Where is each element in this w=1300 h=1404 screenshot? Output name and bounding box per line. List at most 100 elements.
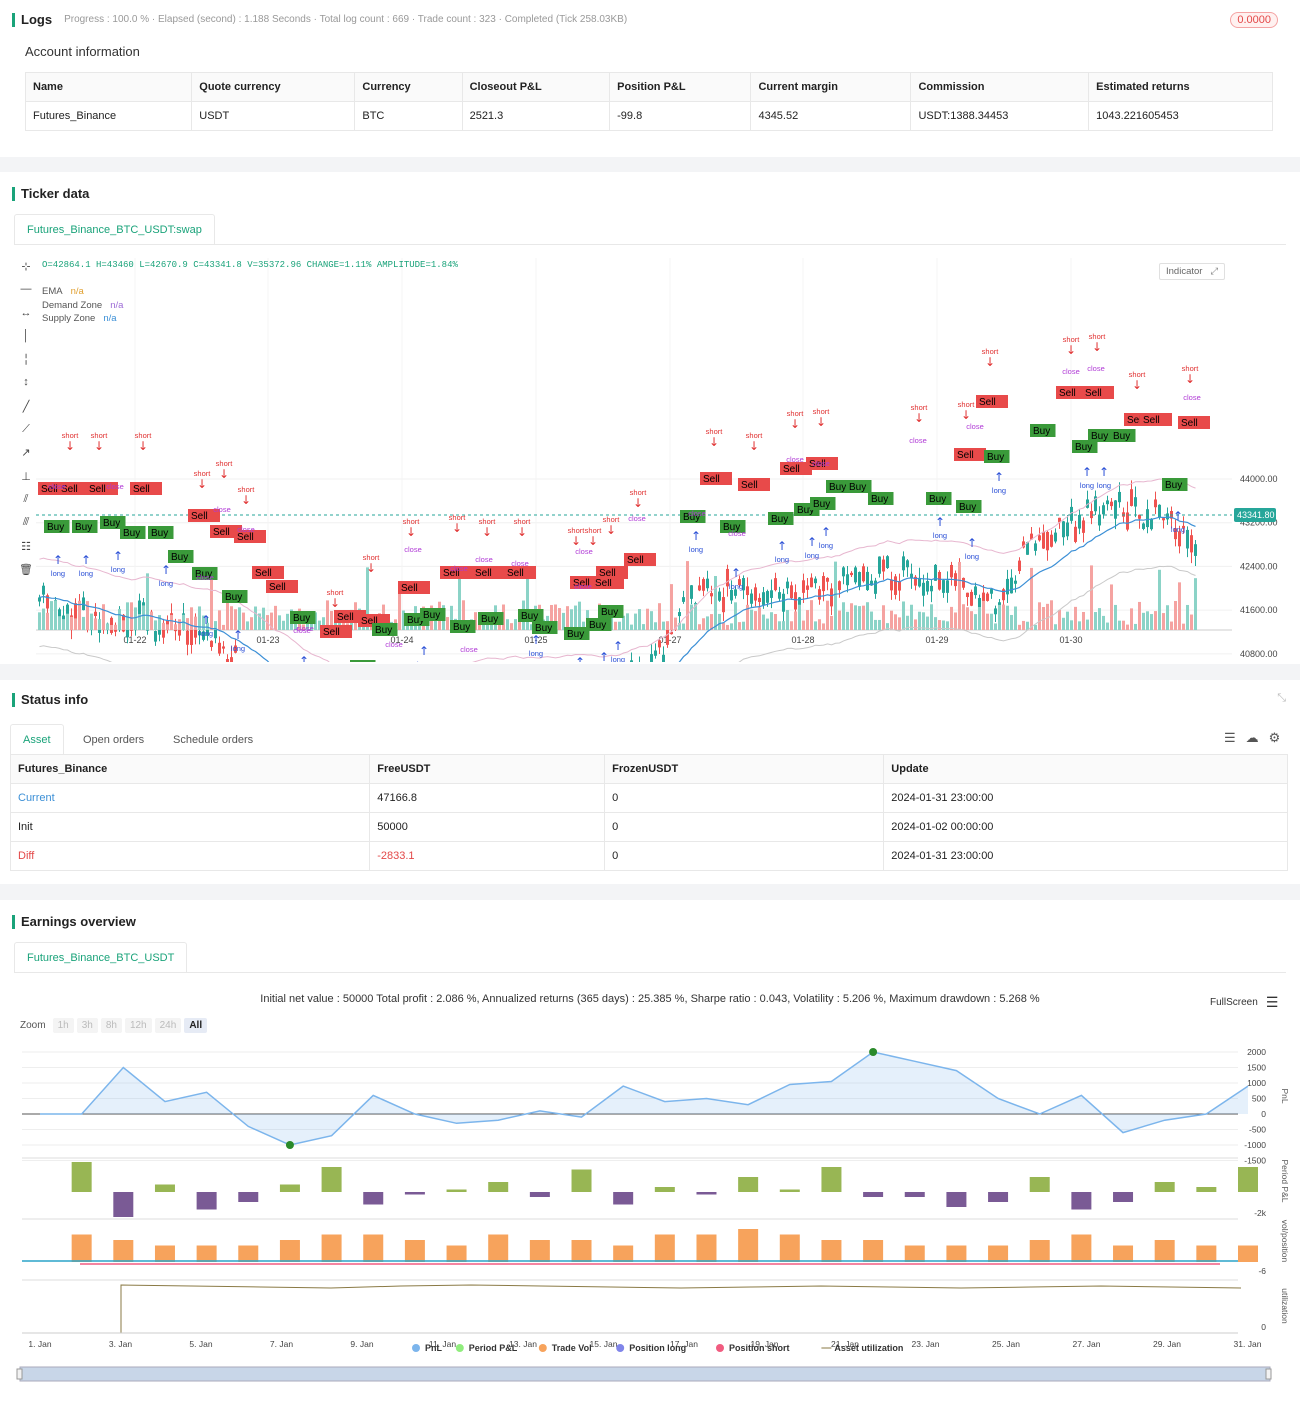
candle-body [910, 573, 913, 579]
volume-bar [654, 622, 657, 630]
zoom-option-24h[interactable]: 24h [154, 1018, 182, 1033]
navigator-range [19, 1366, 1271, 1382]
sell-signal-label: Sell [361, 616, 378, 627]
short-signal-label: short [1182, 364, 1200, 373]
volume-bar [650, 611, 653, 630]
candle-body [794, 592, 797, 610]
tab-open-orders[interactable]: Open orders [70, 724, 158, 754]
gear-icon[interactable]: ⚙ [1268, 730, 1281, 745]
candle-body [938, 571, 941, 590]
list-icon[interactable]: ☰ [1224, 730, 1236, 745]
candle-body [842, 567, 845, 577]
legend-item[interactable]: EMA n/a [42, 285, 123, 299]
period-pnl-bar [404, 1192, 425, 1195]
close-signal-label: close [812, 459, 830, 468]
trade-vol-bar [988, 1245, 1009, 1262]
earnings-chart[interactable]: 2000 1500 1000 500 0 -500 -1000 -1500 -2k -6 0 PnL P… [0, 1036, 1300, 1404]
ray-icon[interactable]: ↔ [20, 306, 32, 319]
candle-body [990, 589, 993, 594]
trend-line-icon[interactable]: ╱ [22, 400, 30, 413]
candle-body [918, 577, 921, 587]
sell-signal-label: Sell [269, 582, 286, 593]
candle-body [1062, 521, 1065, 538]
indicator-button[interactable]: Indicator ⤢ [1159, 263, 1226, 280]
zoom-option-3h[interactable]: 3h [76, 1018, 98, 1033]
volume-bar [970, 611, 973, 630]
long-signal-label: long [965, 552, 979, 561]
candlestick-chart[interactable]: 44000.00 43200.00 42400.00 41600.00 40800.00… [0, 250, 1300, 662]
period-pnl-bar [654, 1187, 675, 1192]
long-signal-label: long [1097, 481, 1111, 490]
sell-signal-label: Sell [323, 627, 340, 638]
horizontal-line-icon[interactable]: — [20, 283, 32, 296]
long-signal-arrow: ↑ [777, 539, 787, 553]
tab-earnings-symbol[interactable]: Futures_Binance_BTC_USDT [14, 942, 188, 972]
volume-bar [1022, 620, 1025, 630]
long-signal-arrow: ↑ [821, 525, 831, 539]
short-signal-label: short [91, 431, 109, 440]
period-pnl-bar [613, 1192, 634, 1205]
candle-body [62, 615, 65, 622]
tab-ticker-symbol[interactable]: Futures_Binance_BTC_USDT:swap [14, 214, 215, 244]
volume-bar [978, 606, 981, 630]
crosshair-icon[interactable]: ⊹ [21, 261, 31, 273]
menu-icon[interactable]: ☰ [1265, 994, 1279, 1010]
measure-icon[interactable]: ⊥ [21, 470, 31, 483]
trade-vol-bar [321, 1234, 342, 1262]
volume-bar [1142, 612, 1145, 630]
logs-badge[interactable]: 0.0000 [1230, 12, 1278, 28]
arrow-up-down-icon[interactable]: ↕ [23, 376, 29, 389]
tab-asset[interactable]: Asset [10, 724, 64, 754]
volume-bar [366, 567, 369, 630]
section-marker [12, 186, 15, 201]
table-row: Diff -2833.1 0 2024-01-31 23:00:00 [9, 841, 1288, 871]
sell-signal-box [592, 576, 624, 589]
tab-schedule-orders[interactable]: Schedule orders [160, 724, 267, 754]
volume-bar [1086, 619, 1089, 630]
candle-body [1074, 526, 1077, 542]
candle-body [1102, 505, 1105, 515]
trade-vol-bar [696, 1234, 717, 1262]
trash-icon[interactable]: 🗑 [19, 563, 33, 576]
zoom-option-1h[interactable]: 1h [52, 1018, 74, 1033]
zoom-option-8h[interactable]: 8h [100, 1018, 122, 1033]
volume-bar [790, 621, 793, 630]
legend-item[interactable]: Supply Zone n/a [42, 312, 123, 326]
price-line-icon[interactable]: ╎ [22, 354, 30, 367]
vol-tick-label: -6 [1258, 1266, 1266, 1276]
long-signal-label: long [992, 486, 1006, 495]
expand-icon[interactable]: ⤢ [1210, 266, 1219, 277]
volume-bar [1118, 620, 1121, 630]
volume-bar [1082, 611, 1085, 630]
volume-bar [158, 615, 161, 630]
grid-icon[interactable]: ☷ [21, 540, 31, 553]
trend-angle-icon[interactable]: ⟋ [22, 423, 30, 436]
vertical-line-icon[interactable]: │ [22, 329, 30, 342]
zoom-option-All[interactable]: All [184, 1018, 208, 1033]
period-pnl-bar [113, 1192, 134, 1217]
arrow-tool-icon[interactable]: ↗ [21, 447, 31, 460]
logs-header: Logs Progress : 100.0 % · Elapsed (secon… [12, 12, 627, 27]
candle-body [722, 597, 725, 613]
volume-bar [726, 624, 729, 630]
volume-bar [66, 613, 69, 630]
candle-body [42, 585, 45, 595]
volume-bar [662, 621, 665, 630]
volume-bar [1042, 607, 1045, 630]
channel-icon[interactable]: ⫻ [22, 516, 30, 529]
buy-signal-box [532, 621, 558, 634]
close-signal-label: close [196, 573, 214, 582]
fib-icon[interactable]: ⫽ [23, 492, 29, 505]
short-signal-arrow: ↓ [790, 417, 800, 431]
cloud-download-icon[interactable]: ☁ [1245, 730, 1259, 745]
volume-bar [694, 603, 697, 630]
legend-item[interactable]: Demand Zone n/a [42, 299, 123, 313]
collapse-icon[interactable]: ⤡ [1277, 692, 1286, 704]
fullscreen-control[interactable]: FullScreen ☰ [1210, 994, 1278, 1011]
zoom-option-12h[interactable]: 12h [124, 1018, 152, 1033]
volume-bar [746, 604, 749, 630]
candle-body [890, 579, 893, 591]
buy-signal-box [72, 520, 98, 533]
sell-signal-label: Sell [783, 464, 800, 475]
table-cell: Current [9, 783, 371, 813]
